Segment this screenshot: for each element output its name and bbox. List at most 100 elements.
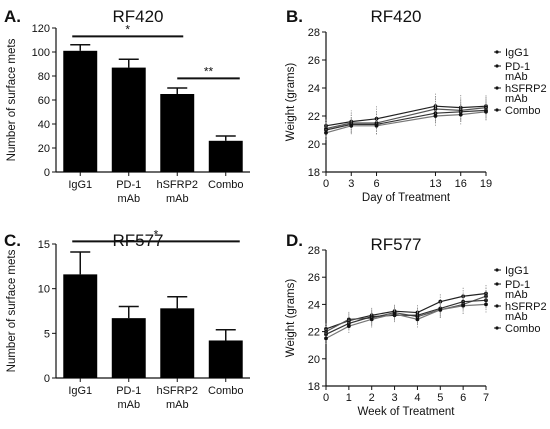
significance-label: ** (204, 64, 214, 78)
x-tick-label: 3 (392, 392, 398, 404)
data-point (484, 109, 488, 114)
series-line (325, 107, 487, 130)
x-tick-label: 6 (373, 178, 379, 190)
legend-label: Combo (505, 105, 540, 117)
x-tick-label: 6 (460, 392, 466, 404)
data-point (458, 112, 463, 117)
y-tick-label: 40 (38, 119, 50, 131)
chart-title: RF577 (370, 235, 421, 254)
x-tick-label: 0 (323, 392, 329, 404)
data-point (324, 332, 328, 337)
data-point (346, 324, 351, 329)
x-tick-label: 3 (348, 178, 354, 190)
data-point (461, 303, 466, 308)
panel-letter: B. (286, 7, 303, 26)
y-tick-label: 0 (44, 167, 50, 179)
y-tick-label: 80 (38, 71, 50, 83)
y-tick-label: 26 (308, 55, 320, 67)
category-label: mAb (166, 193, 189, 205)
y-tick-label: 28 (308, 27, 320, 39)
series-line (325, 303, 487, 339)
category-label: mAb (117, 399, 140, 411)
data-point (433, 114, 438, 118)
bar (208, 340, 243, 378)
legend-label: hSFRP2 (505, 301, 547, 313)
legend-label: PD-1 (505, 61, 530, 73)
y-tick-label: 28 (308, 245, 320, 257)
data-point (392, 312, 397, 316)
panel-letter: A. (4, 7, 21, 26)
data-point (346, 317, 351, 322)
y-tick-label: 15 (38, 239, 50, 251)
panel-b: B. RF420 18 20 22 24 26 28 0 3 6 13 16 19 Weight (gram… (285, 7, 547, 204)
legend-marker-dot (495, 50, 499, 54)
x-tick-label: 16 (455, 178, 467, 190)
legend-marker-dot (495, 268, 499, 272)
y-tick-label: 22 (308, 327, 320, 339)
legend-marker-dot (495, 108, 499, 112)
bar (111, 67, 146, 172)
bar (111, 318, 146, 378)
y-tick-label: 22 (308, 111, 320, 123)
bar (63, 274, 98, 378)
y-axis-label: Weight (grams) (285, 63, 297, 142)
y-axis-label: Number of surface mets (6, 249, 18, 372)
data-point (438, 307, 443, 312)
x-tick-label: 5 (437, 392, 443, 404)
series-line (325, 299, 487, 335)
series-line (325, 109, 487, 131)
category-label: hSFRP2 (156, 385, 198, 397)
legend-marker-dot (495, 304, 499, 308)
data-point (346, 321, 351, 326)
y-tick-label: 24 (308, 299, 320, 311)
panel-letter: D. (286, 231, 303, 250)
legend-marker-dot (495, 64, 499, 68)
chart-title: RF420 (370, 7, 421, 26)
x-tick-label: 7 (483, 392, 489, 404)
legend-marker-dot (495, 282, 499, 286)
bar (160, 308, 195, 378)
data-point (369, 314, 374, 319)
category-label: hSFRP2 (156, 179, 198, 191)
data-point (324, 130, 328, 135)
panel-a: A. RF420 0 20 40 60 80 100 120 Number of surface … (4, 7, 250, 205)
data-point (484, 302, 488, 307)
legend-marker-dot (495, 86, 499, 90)
data-point (349, 123, 354, 128)
x-tick-label: 19 (480, 178, 492, 190)
series-line (325, 295, 487, 333)
legend-label: Combo (505, 323, 540, 335)
y-tick-label: 18 (308, 381, 320, 393)
x-tick-label: 13 (429, 178, 441, 190)
y-tick-label: 26 (308, 272, 320, 284)
category-label: IgG1 (68, 385, 92, 397)
legend-label: PD-1 (505, 279, 530, 291)
category-label: PD-1 (116, 385, 141, 397)
y-tick-label: 20 (38, 143, 50, 155)
category-label: Combo (208, 385, 243, 397)
legend-label: hSFRP2 (505, 83, 547, 95)
bar (160, 94, 195, 172)
bar (208, 140, 243, 172)
y-tick-label: 120 (32, 23, 50, 35)
bar (63, 50, 98, 172)
category-label: Combo (208, 179, 243, 191)
significance-label: * (154, 227, 159, 241)
data-point (374, 123, 379, 128)
legend-label: IgG1 (505, 265, 529, 277)
y-axis-label: Weight (grams) (285, 279, 297, 358)
y-tick-label: 20 (308, 139, 320, 151)
legend-label: mAb (505, 311, 528, 323)
data-point (369, 317, 374, 322)
category-label: mAb (117, 193, 140, 205)
y-tick-label: 5 (44, 328, 50, 340)
panel-d: D. RF577 18 20 22 24 26 28 0 1 2 3 4 5 6 7 Weight (grams… (285, 231, 547, 418)
legend-label: mAb (505, 71, 528, 83)
series-line (325, 292, 487, 330)
significance-label: * (125, 22, 130, 36)
legend-label: mAb (505, 289, 528, 301)
chart-title: RF420 (112, 7, 163, 26)
data-point (324, 336, 328, 341)
y-tick-label: 24 (308, 83, 320, 95)
